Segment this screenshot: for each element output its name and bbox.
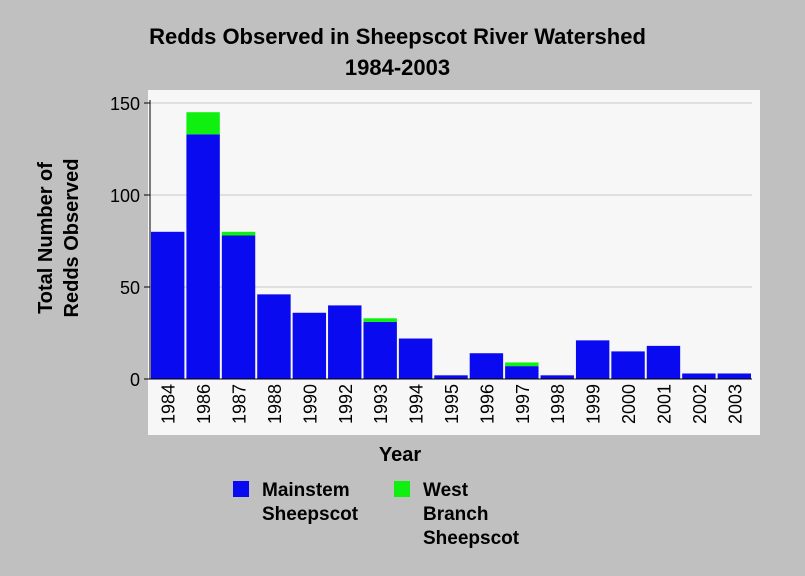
bar-west-branch-1986	[186, 112, 220, 135]
bar-mainstem-1993	[363, 321, 397, 379]
bar-mainstem-1987	[221, 235, 256, 379]
y-tick-label: 150	[110, 94, 140, 114]
bar-mainstem-1999	[575, 340, 610, 379]
legend-swatch-west-branch	[394, 481, 410, 497]
y-axis-label-line: Total Number of	[35, 162, 57, 314]
x-tick-label: 1995	[442, 384, 462, 424]
x-tick-label: 2003	[725, 384, 745, 424]
bar-mainstem-1992	[328, 305, 362, 379]
x-tick-label: 1999	[584, 384, 604, 424]
bar-mainstem-1998	[540, 375, 574, 379]
bar-west-branch-1987	[221, 231, 256, 236]
x-axis-label: Year	[379, 444, 421, 466]
legend-label-mainstem: Mainstem Sheepscot	[262, 480, 359, 525]
x-tick-label: 2001	[654, 384, 674, 424]
bar-mainstem-1984	[151, 231, 185, 379]
bar-mainstem-1986	[186, 134, 220, 379]
x-tick-label: 1997	[513, 384, 533, 424]
y-tick-label: 50	[120, 278, 140, 298]
x-tick-label: 1996	[477, 384, 497, 424]
bar-mainstem-2003	[717, 373, 751, 379]
axes: 0 50 100 150 1984 1986 1987 1988 1990 1992 1993 199…	[110, 94, 752, 424]
x-tick-label: 2002	[690, 384, 710, 424]
bar-mainstem-2002	[682, 373, 716, 379]
bar-mainstem-1995	[434, 375, 468, 379]
x-tick-label: 1998	[548, 384, 568, 424]
bar-mainstem-1997	[505, 366, 539, 379]
x-tick-label: 1986	[194, 384, 214, 424]
legend-label-west-branch: West Branch Sheepscot	[423, 480, 520, 549]
bar-mainstem-1990	[292, 312, 327, 379]
bar-mainstem-2001	[646, 345, 681, 379]
chart-title: Redds Observed in Sheepscot River Waters…	[149, 24, 646, 49]
bars	[151, 112, 751, 379]
bar-west-branch-1993	[363, 318, 397, 322]
y-tick-label: 0	[130, 370, 140, 390]
x-tick-label: 2000	[619, 384, 639, 424]
bar-mainstem-1988	[257, 294, 291, 379]
bar-mainstem-1994	[398, 338, 433, 379]
y-axis-label: Total Number of Redds Observed	[35, 159, 83, 318]
x-tick-label: 1994	[407, 384, 427, 424]
x-tick-label: 1987	[230, 384, 250, 424]
y-tick-label: 100	[110, 186, 140, 206]
y-axis-label-line: Redds Observed	[61, 159, 83, 318]
x-tick-label: 1990	[300, 384, 320, 424]
x-tick-label: 1993	[371, 384, 391, 424]
x-tick-label: 1988	[265, 384, 285, 424]
x-tick-label: 1992	[336, 384, 356, 424]
x-tick-label: 1984	[159, 384, 179, 424]
bar-west-branch-1997	[505, 362, 539, 367]
bar-mainstem-1996	[469, 353, 504, 379]
chart-subtitle: 1984-2003	[344, 55, 451, 80]
bar-mainstem-2000	[611, 351, 645, 379]
legend-swatch-mainstem	[233, 481, 249, 497]
